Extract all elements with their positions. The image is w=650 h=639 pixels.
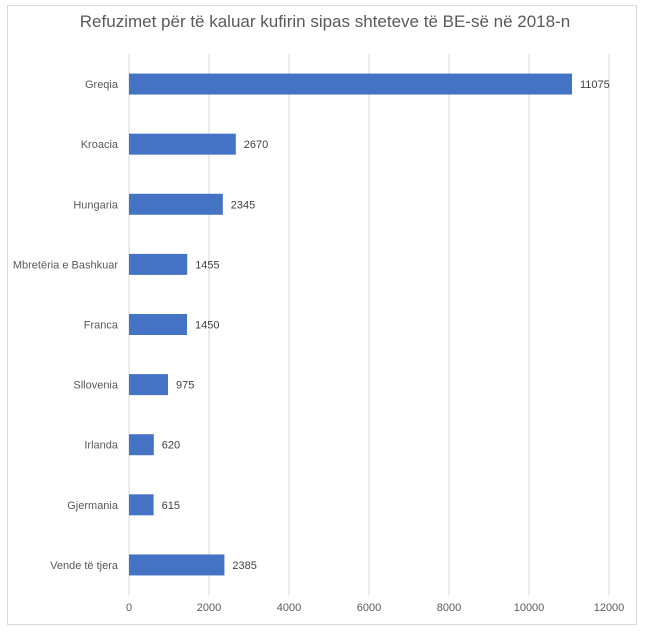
category-label: Vende të tjera — [50, 560, 119, 572]
data-label: 1455 — [195, 259, 219, 271]
category-label: Mbretëria e Bashkuar — [13, 259, 118, 271]
category-label: Sllovenia — [73, 380, 119, 392]
bar — [129, 554, 225, 576]
bar — [129, 73, 572, 95]
bar — [129, 193, 223, 215]
data-label: 1450 — [195, 320, 219, 332]
bars — [129, 73, 572, 576]
bar — [129, 374, 168, 396]
category-label: Irlanda — [84, 440, 119, 452]
bar — [129, 434, 154, 456]
data-label: 2345 — [231, 199, 255, 211]
data-label: 975 — [176, 380, 194, 392]
data-label: 615 — [162, 500, 180, 512]
bar — [129, 133, 236, 155]
category-label: Gjermania — [67, 500, 119, 512]
category-label: Kroacia — [81, 139, 119, 151]
x-tick-label: 6000 — [357, 602, 381, 614]
x-tick-label: 10000 — [514, 602, 545, 614]
data-label: 11075 — [580, 79, 610, 91]
category-label: Greqia — [85, 79, 119, 91]
data-label: 2385 — [232, 560, 256, 572]
x-tick-label: 0 — [126, 602, 132, 614]
x-tick-label: 2000 — [197, 602, 221, 614]
labels: 0 2000 4000 6000 8000 10000 12000 Greqia 11075 Kr… — [13, 79, 624, 614]
category-label: Franca — [84, 320, 119, 332]
x-tick-label: 4000 — [277, 602, 301, 614]
chart-title: Refuzimet për të kaluar kufirin sipas sh… — [79, 12, 571, 31]
bar — [129, 494, 154, 516]
data-label: 620 — [162, 440, 180, 452]
chart-frame — [7, 5, 637, 625]
x-tick-label: 12000 — [594, 602, 625, 614]
data-label: 2670 — [244, 139, 268, 151]
bar — [129, 314, 187, 335]
x-tick-label: 8000 — [437, 602, 461, 614]
bar — [129, 253, 188, 275]
category-label: Hungaria — [73, 199, 119, 211]
